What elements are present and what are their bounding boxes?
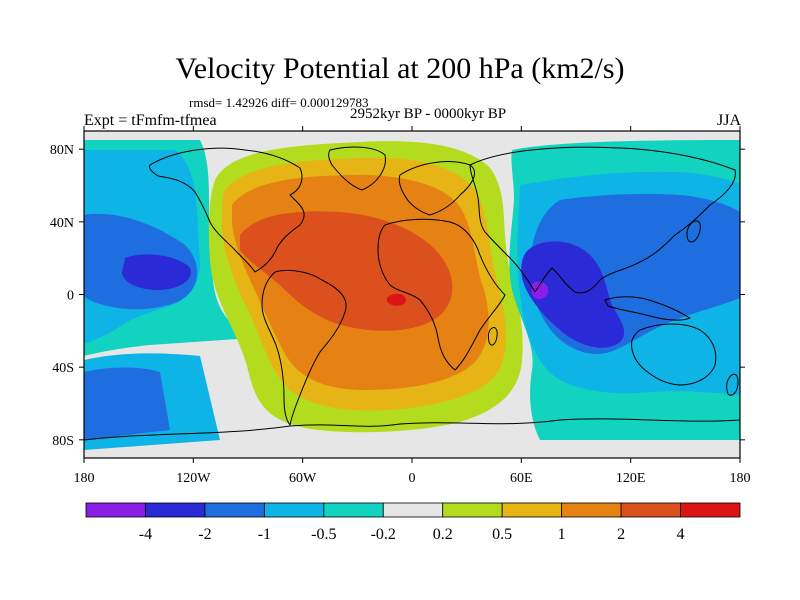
colorbar-swatch [501, 502, 563, 518]
contour-neg-1-southwest [84, 367, 170, 440]
colorbar-swatch [323, 502, 384, 518]
colorbar-label: -1 [258, 526, 271, 543]
coastline-new-zealand [726, 373, 739, 396]
colorbar-label: 4 [677, 526, 685, 543]
colorbar-label: 0.5 [492, 526, 512, 543]
colorbar-swatch [561, 502, 622, 518]
lon-tick-label: 180 [74, 471, 95, 486]
colorbar-swatch [680, 502, 741, 518]
lat-tick-label: 40N [50, 216, 74, 231]
coastlines [84, 146, 740, 441]
contour-neg-4-east [531, 281, 549, 300]
coastline-greenland [328, 146, 386, 191]
lon-tick-label: 120W [176, 471, 211, 486]
contour-neg-2-west [122, 254, 191, 290]
experiment-label: Expt = tFmfm-tfmea [84, 112, 217, 129]
coastline-japan [686, 220, 701, 243]
lon-tick-label: 60W [289, 471, 317, 486]
colorbar: -4 -2 -1 -0.5 -0.2 0.2 0.5 1 2 4 [85, 502, 741, 543]
lat-tick-label: 80S [52, 434, 74, 449]
colorbar-label: -0.2 [371, 526, 396, 543]
colorbar-swatch [145, 502, 206, 518]
coastline-maritime [604, 296, 691, 321]
colorbar-swatch [204, 502, 265, 518]
colorbar-label: 2 [617, 526, 625, 543]
season-label: JJA [716, 112, 741, 129]
colorbar-label: 0.2 [433, 526, 453, 543]
lat-tick-label: 0 [67, 289, 74, 304]
coastline-madagascar [487, 327, 498, 346]
colorbar-label: -0.5 [311, 526, 336, 543]
lat-tick-label: 80N [50, 143, 74, 158]
coastline-asia [469, 146, 736, 294]
colorbar-label: -2 [198, 526, 211, 543]
lat-tick-label: 40S [52, 361, 74, 376]
coastline-europe [398, 161, 475, 216]
colorbar-label: -4 [139, 526, 152, 543]
time-period-subtitle: 2952kyr BP - 0000kyr BP [349, 106, 507, 122]
lon-tick-label: 0 [409, 471, 416, 486]
colorbar-label: 1 [558, 526, 566, 543]
colorbar-swatch [85, 502, 146, 518]
latitude-axis: 80N 40N 0 40S 80S [50, 143, 745, 449]
map-title: Velocity Potential at 200 hPa (km2/s) [175, 52, 625, 85]
contour-field [84, 131, 740, 458]
contour-neg-2-east [521, 241, 625, 348]
colorbar-swatch [442, 502, 503, 518]
colorbar-swatch [382, 502, 444, 518]
lon-tick-label: 120E [616, 471, 646, 486]
contour-pos-4 [386, 293, 407, 306]
coastline-australia [631, 323, 717, 386]
coastline-antarctica [84, 418, 740, 441]
lon-tick-label: 180 [730, 471, 751, 486]
longitude-axis: 180 120W 60W 0 60E 120E 180 [74, 126, 751, 486]
colorbar-swatch [263, 502, 325, 518]
coastline-south-america [261, 269, 347, 426]
coastline-north-america [149, 147, 305, 273]
coastline-africa [377, 218, 506, 371]
lon-tick-label: 60E [510, 471, 533, 486]
colorbar-swatch [620, 502, 681, 518]
rmsd-diff-stats: rmsd= 1.42926 diff= 0.000129783 [189, 95, 369, 110]
